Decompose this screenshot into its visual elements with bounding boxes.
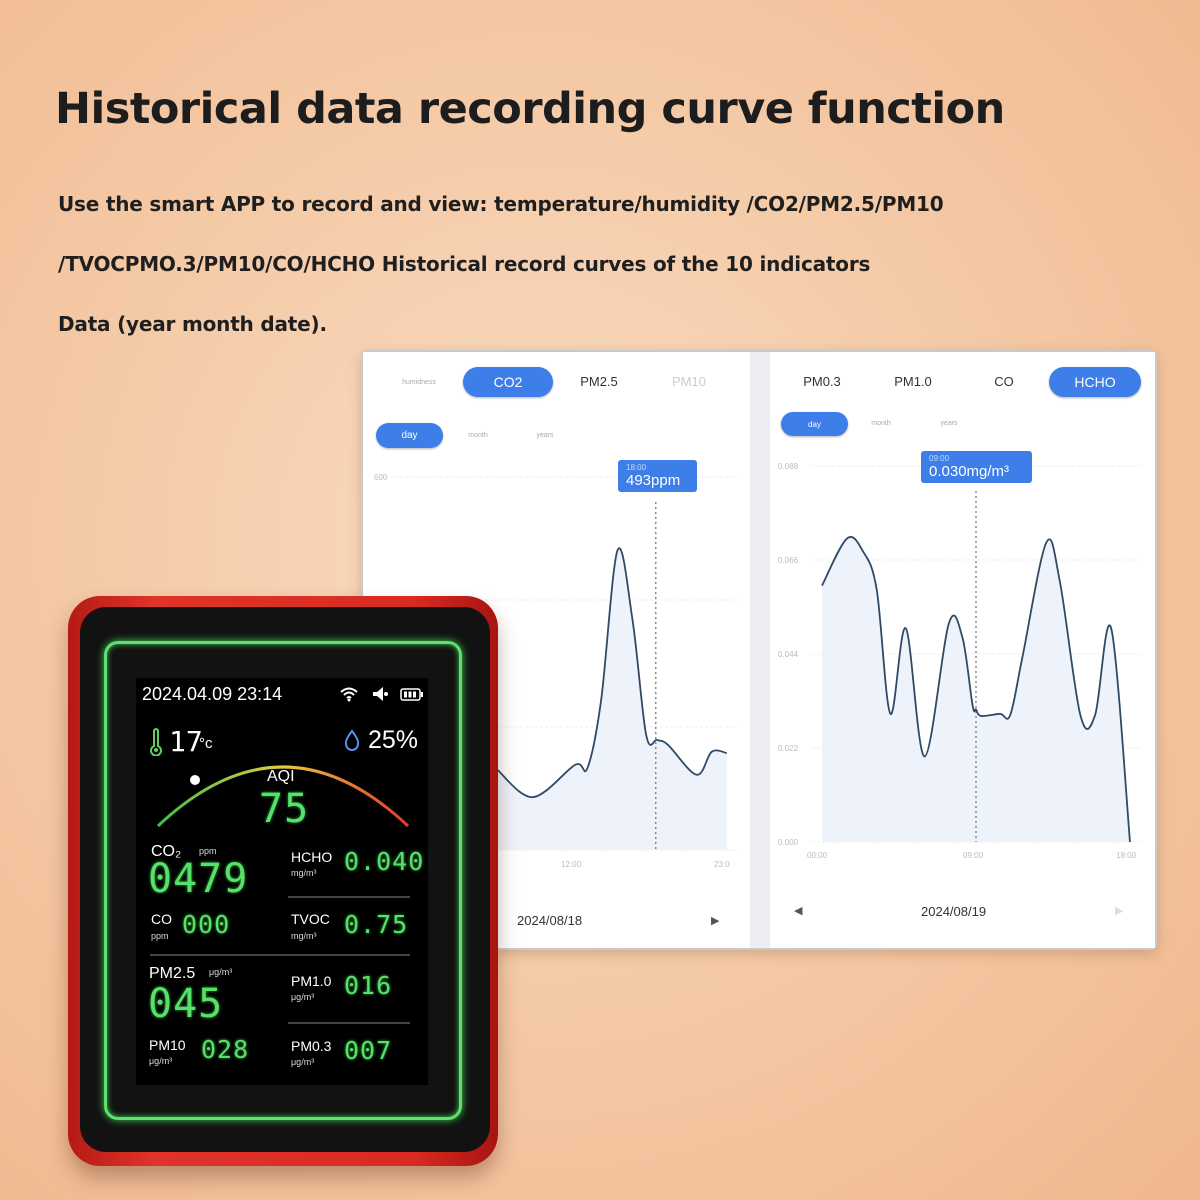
period-month[interactable]: month xyxy=(871,420,891,427)
humidity-drop-icon xyxy=(344,729,360,751)
aqi-marker xyxy=(190,775,200,785)
tooltip-value: 0.030mg/m³ xyxy=(929,463,1010,480)
pm10-label: PM10 xyxy=(149,1037,186,1053)
co-value: 000 xyxy=(182,910,231,939)
tooltip-time: 09:00 xyxy=(929,454,950,463)
co2-label: CO₂ xyxy=(151,843,182,860)
description-line-1: Use the smart APP to record and view: te… xyxy=(58,192,944,216)
divider xyxy=(150,954,410,956)
aqi-label: AQI xyxy=(267,768,295,785)
tab-pm03[interactable]: PM0.3 xyxy=(803,374,841,389)
pm03-value: 007 xyxy=(344,1036,393,1065)
temperature-unit: °c xyxy=(199,735,213,752)
area-fill xyxy=(822,536,1130,842)
pm1-value: 016 xyxy=(344,971,393,1000)
divider xyxy=(288,896,410,898)
tvoc-label: TVOC xyxy=(291,911,330,927)
y-tick-label: 0.088 xyxy=(778,462,799,471)
datetime: 2024.04.09 23:14 xyxy=(142,684,283,704)
thermometer-icon xyxy=(150,728,162,756)
period-years[interactable]: years xyxy=(940,420,958,427)
pm25-label: PM2.5 xyxy=(149,965,196,982)
period-day[interactable]: day xyxy=(376,423,443,448)
tab-pm10[interactable]: PM1.0 xyxy=(894,374,932,389)
series-line xyxy=(821,536,1131,843)
chart-tooltip: 09:00 0.030mg/m³ xyxy=(921,451,1032,483)
date-label: 2024/08/19 xyxy=(921,904,987,919)
aqi-gauge xyxy=(156,765,410,828)
period-years[interactable]: years xyxy=(536,432,554,439)
device-screen: 2024.04.09 23:14 17 °c 25% AQI 75 CO₂ pp… xyxy=(136,678,428,1085)
device-glow-border xyxy=(104,641,462,1120)
series-line xyxy=(496,547,727,799)
y-tick-label: 0.066 xyxy=(778,556,799,565)
y-tick-label: 0.044 xyxy=(778,650,799,659)
co-label: CO xyxy=(151,911,172,927)
x-tick-label: 12:00 xyxy=(561,860,582,869)
aqi-value: 75 xyxy=(259,786,310,832)
x-tick-label: 23:0 xyxy=(714,860,730,869)
pm10-value: 028 xyxy=(201,1035,250,1064)
co2-unit: ppm xyxy=(199,846,217,856)
chart-tooltip: 18:00 493ppm xyxy=(618,460,697,492)
temperature-value: 17 xyxy=(169,725,203,758)
co-unit: ppm xyxy=(151,931,169,941)
area-fill xyxy=(497,548,727,850)
tab-pm25[interactable]: PM2.5 xyxy=(580,374,618,389)
tab-pm10[interactable]: PM10 xyxy=(672,374,706,389)
speaker-icon xyxy=(373,687,388,701)
next-date-icon[interactable]: ▶ xyxy=(711,915,720,927)
period-month[interactable]: month xyxy=(468,432,488,439)
tab-hcho[interactable]: HCHO xyxy=(1049,367,1141,397)
pm03-label: PM0.3 xyxy=(291,1038,332,1054)
tab-co[interactable]: CO xyxy=(994,374,1014,389)
tab-co2[interactable]: CO2 xyxy=(463,367,553,397)
pm1-label: PM1.0 xyxy=(291,973,332,989)
pm25-value: 045 xyxy=(148,981,224,1027)
tvoc-value: 0.75 xyxy=(344,910,409,939)
x-tick-label: 18:00 xyxy=(1116,851,1137,860)
wifi-icon xyxy=(340,687,358,702)
tab-humidness[interactable]: humidness xyxy=(402,379,436,386)
pm1-unit: μg/m³ xyxy=(291,992,315,1002)
pm03-unit: μg/m³ xyxy=(291,1057,315,1067)
hcho-label: HCHO xyxy=(291,849,333,865)
co2-value: 0479 xyxy=(148,856,249,902)
description-line-2: /TVOCPMO.3/PM10/CO/HCHO Historical recor… xyxy=(58,252,871,276)
battery-icon xyxy=(400,688,423,701)
y-tick-label: 0.000 xyxy=(778,838,799,847)
humidity-value: 25% xyxy=(368,726,419,754)
pm25-unit: μg/m³ xyxy=(209,967,233,977)
tooltip-time: 18:00 xyxy=(626,463,647,472)
period-day[interactable]: day xyxy=(781,412,848,436)
tvoc-unit: mg/m³ xyxy=(291,931,317,941)
next-date-icon[interactable]: ▶ xyxy=(1115,905,1124,917)
hcho-value: 0.040 xyxy=(344,847,425,876)
divider xyxy=(288,1022,410,1024)
page-title: Historical data recording curve function xyxy=(55,84,1005,134)
tooltip-value: 493ppm xyxy=(626,472,681,489)
description-line-3: Data (year month date). xyxy=(58,312,327,336)
pm10-unit: μg/m³ xyxy=(149,1056,173,1066)
date-label: 2024/08/18 xyxy=(517,913,583,928)
hcho-unit: mg/m³ xyxy=(291,868,317,878)
prev-date-icon[interactable]: ◀ xyxy=(794,905,803,917)
y-tick-label: 0.022 xyxy=(778,744,799,753)
x-tick-label: 09:00 xyxy=(963,851,984,860)
x-tick-label: 00:00 xyxy=(807,851,828,860)
